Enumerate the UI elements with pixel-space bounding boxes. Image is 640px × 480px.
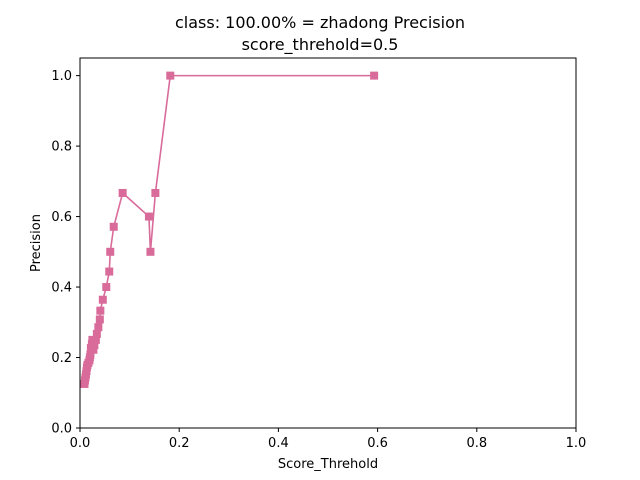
data-point (370, 71, 379, 80)
x-tick-label: 0.6 (367, 436, 388, 451)
data-point (94, 323, 103, 332)
data-point (98, 295, 107, 304)
data-point (95, 315, 104, 324)
data-point (80, 379, 89, 388)
x-tick-label: 0.2 (169, 436, 190, 451)
data-point (88, 335, 97, 344)
y-axis-label: Precision (29, 214, 44, 272)
x-tick-label: 1.0 (566, 436, 587, 451)
chart-title: class: 100.00% = zhadong Precision (175, 13, 465, 32)
data-point (146, 247, 155, 256)
data-point (92, 329, 101, 338)
y-tick-label: 0.0 (51, 422, 72, 437)
x-tick-label: 0.4 (268, 436, 289, 451)
y-tick-label: 0.2 (51, 351, 72, 366)
data-point (105, 267, 114, 276)
data-point (102, 283, 111, 292)
x-tick-label: 0.8 (466, 436, 487, 451)
ticks-layer: 0.0 0.2 0.4 0.6 0.8 1.0 0.0 0.2 0.4 0.6 0.8 1.0 (51, 69, 586, 451)
data-point (166, 71, 175, 80)
x-tick-label: 0.0 (70, 436, 91, 451)
data-point (106, 247, 115, 256)
y-tick-label: 0.8 (51, 140, 72, 155)
data-point (151, 188, 160, 197)
series-line (83, 74, 375, 385)
chart-subtitle: score_threhold=0.5 (242, 35, 399, 55)
y-tick-label: 0.6 (51, 210, 72, 225)
y-tick-label: 1.0 (51, 69, 72, 84)
data-point (86, 344, 95, 353)
y-tick-label: 0.4 (51, 281, 72, 296)
data-point (109, 222, 118, 231)
plot-layer (80, 71, 379, 388)
data-point (144, 212, 153, 221)
data-point (118, 188, 127, 197)
plot-frame (79, 57, 577, 429)
data-point (96, 306, 105, 315)
x-axis-label: Score_Threhold (278, 457, 378, 472)
